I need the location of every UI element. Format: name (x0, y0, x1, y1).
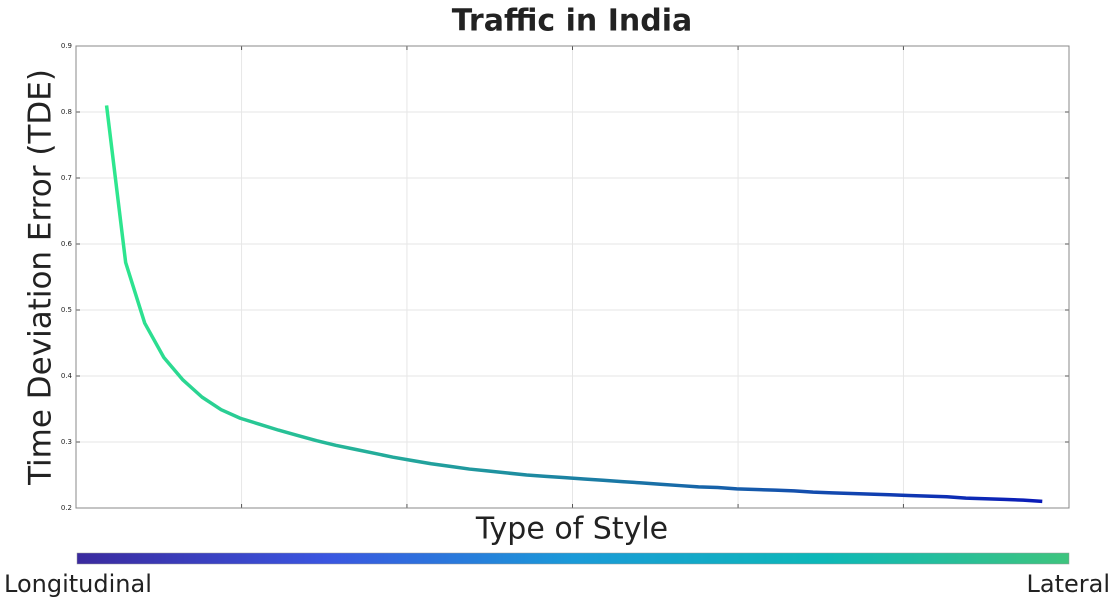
colorbar-label: Lateral (1027, 570, 1111, 598)
y-tick-label: 0.3 (61, 438, 72, 446)
colorbar (76, 552, 1070, 565)
y-tick-label: 0.2 (61, 504, 72, 512)
data-line (104, 105, 1043, 504)
y-tick-label: 0.7 (61, 174, 72, 182)
plot-area: 0.2 0.3 0.4 0.5 0.6 0.7 0.8 0.9 (61, 42, 1070, 512)
chart-title: Traffic in India (452, 4, 693, 39)
y-tick-label: 0.8 (61, 108, 72, 116)
y-tick-label: 0.6 (61, 240, 73, 248)
y-tick-label: 0.5 (61, 306, 72, 314)
plot-frame (75, 45, 1070, 509)
y-tick-label: 0.4 (61, 372, 73, 380)
x-axis-label: Type of Style (475, 512, 668, 547)
y-tick-label: 0.9 (61, 42, 72, 50)
colorbar-label: Longitudinal (4, 570, 152, 598)
y-axis-label: Time Deviation Error (TDE) (23, 69, 59, 486)
